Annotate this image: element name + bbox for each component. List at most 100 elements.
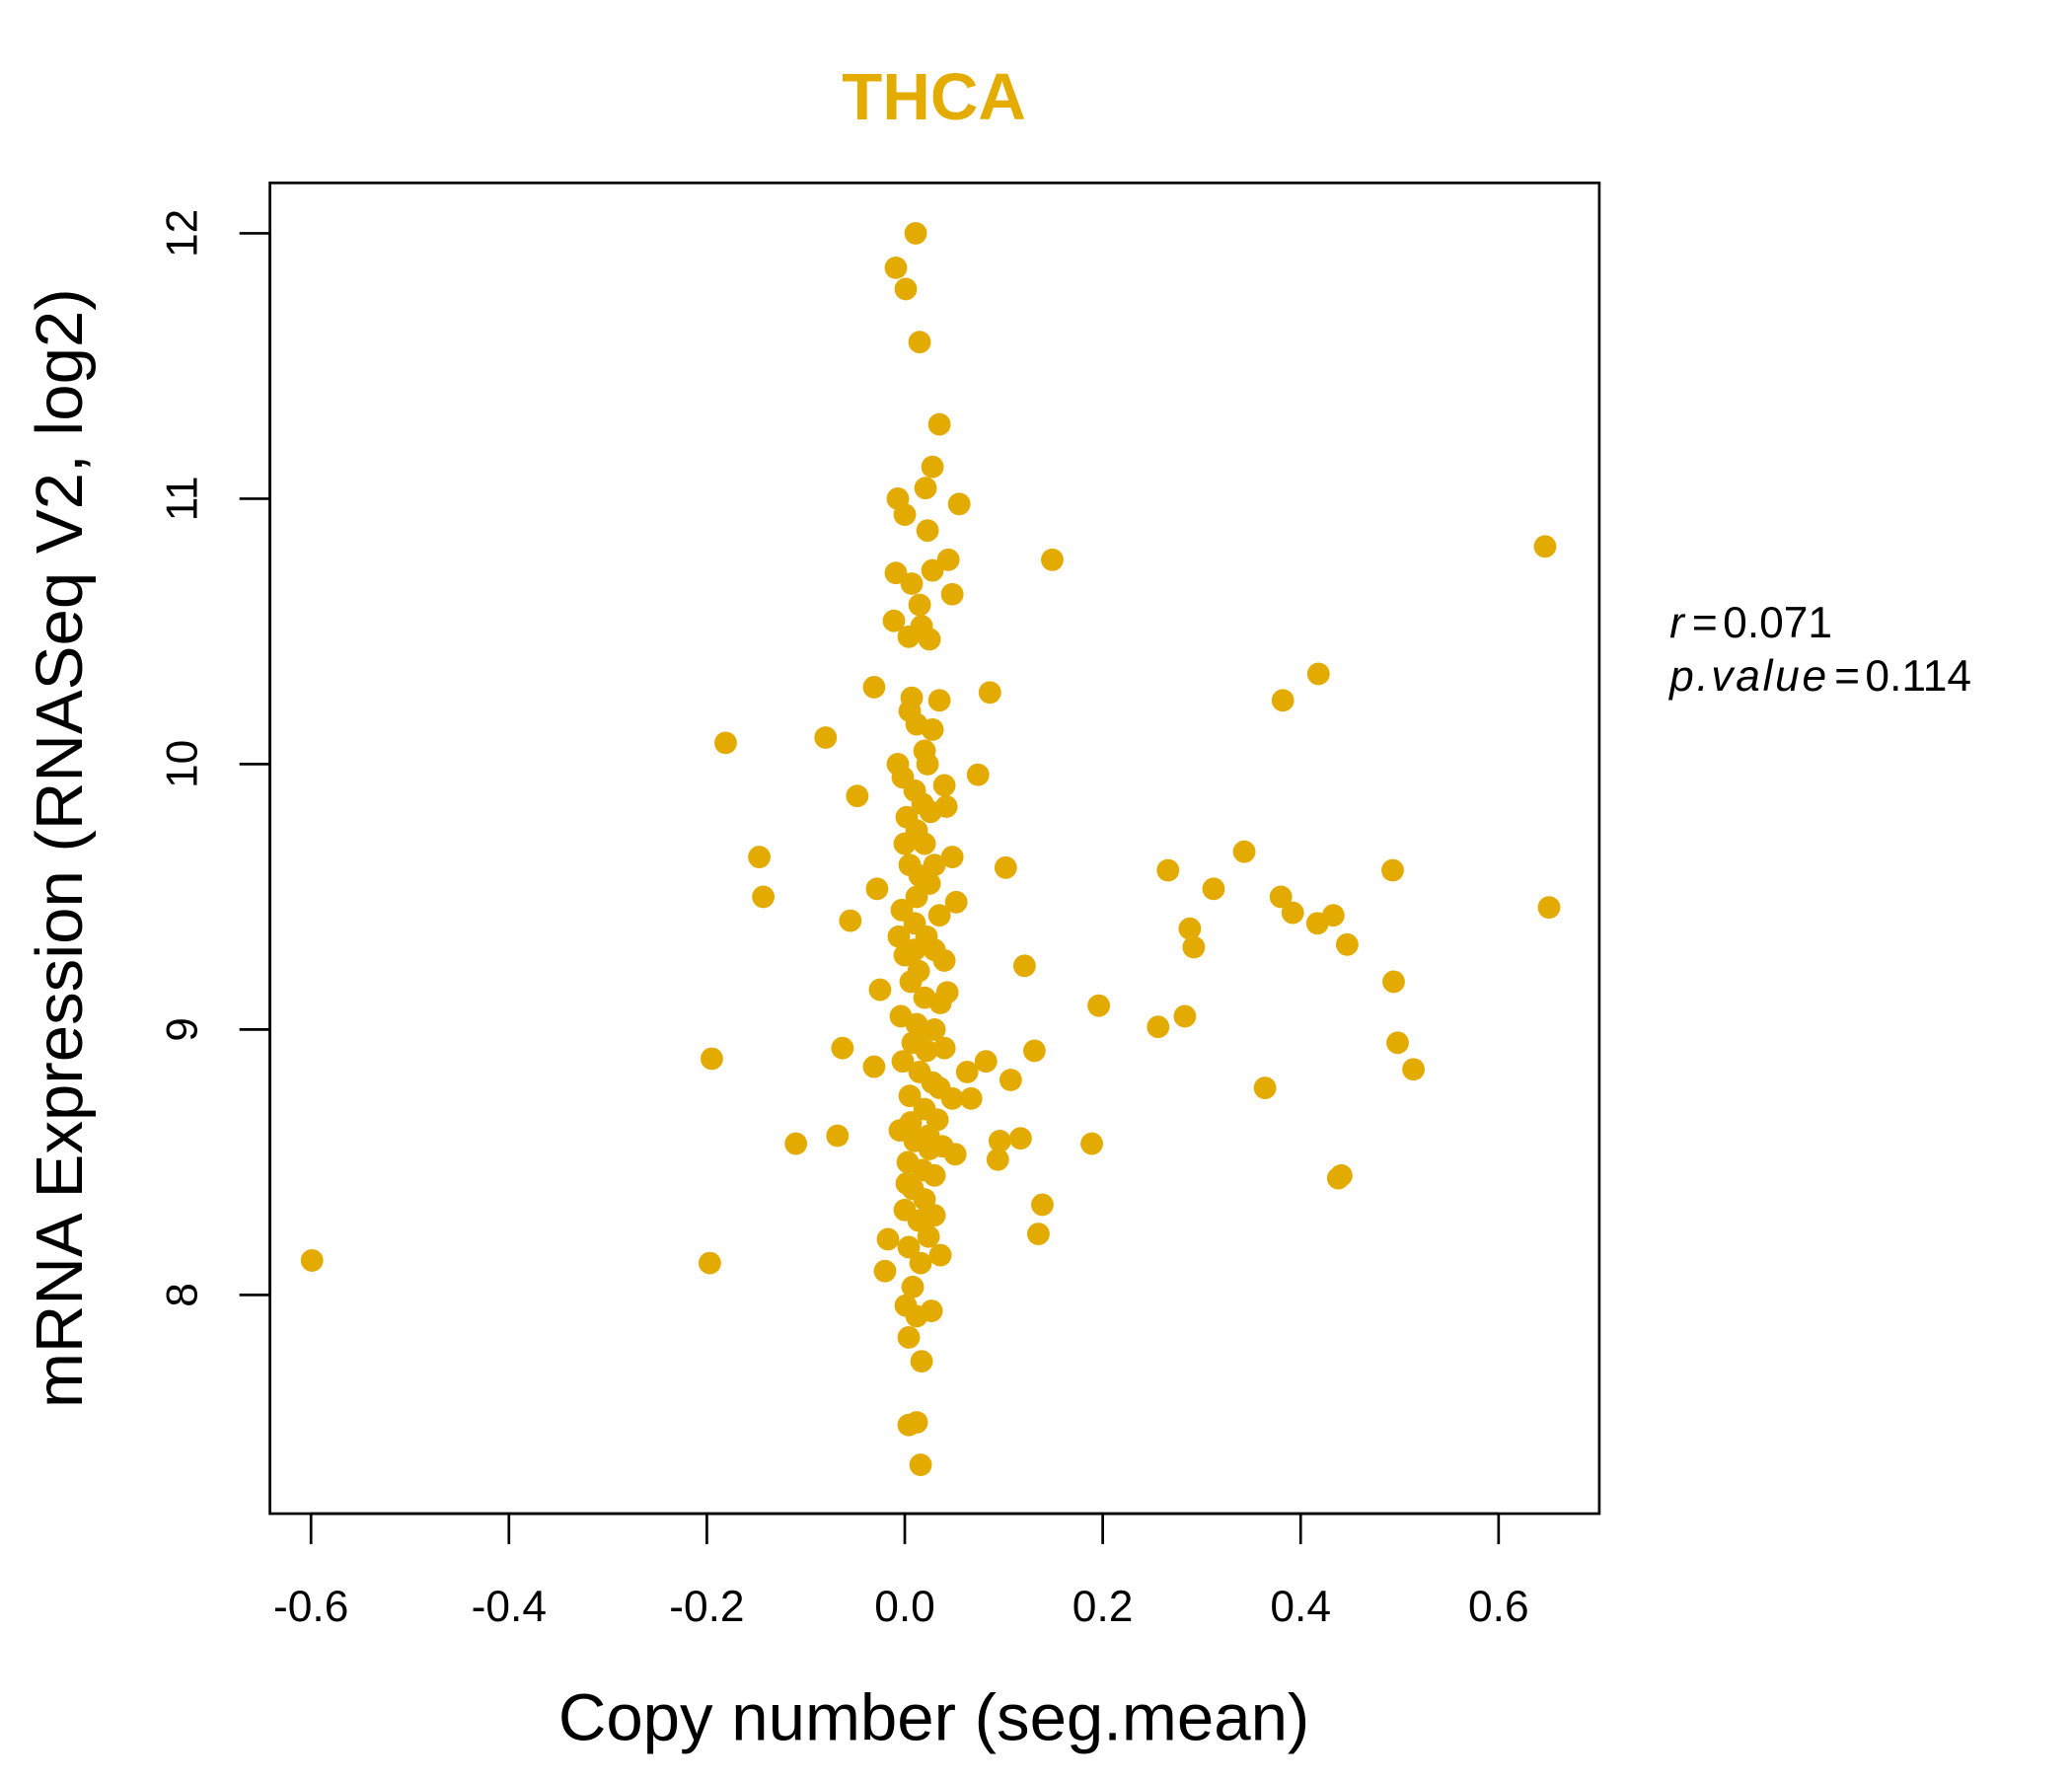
r-label: r — [1669, 599, 1686, 647]
data-point — [908, 331, 931, 354]
data-point — [1232, 840, 1256, 863]
data-point — [1178, 917, 1202, 940]
x-tick-label: 0.2 — [1073, 1583, 1134, 1631]
data-point — [831, 1036, 854, 1060]
data-point — [927, 412, 951, 436]
data-point — [927, 689, 951, 712]
data-point — [899, 1111, 923, 1134]
y-tick-label: 11 — [159, 476, 207, 521]
data-point — [826, 1124, 850, 1148]
data-point — [905, 885, 928, 909]
data-point — [927, 904, 951, 928]
data-point — [910, 1350, 933, 1373]
y-tick-label: 10 — [159, 740, 207, 788]
data-point — [814, 726, 838, 749]
data-point — [1321, 904, 1345, 928]
data-point — [1269, 885, 1293, 909]
y-tick-label: 9 — [159, 1017, 207, 1042]
p-label: p.value — [1667, 652, 1829, 701]
y-tick-label: 8 — [159, 1283, 207, 1307]
data-point — [1022, 1039, 1046, 1063]
data-point — [873, 1259, 897, 1283]
data-point — [1080, 1132, 1104, 1155]
data-point — [923, 1204, 946, 1227]
data-point — [932, 949, 956, 972]
data-point — [947, 492, 971, 516]
data-point — [1281, 901, 1304, 925]
data-point — [1027, 1223, 1050, 1245]
y-tick-label: 12 — [159, 209, 207, 258]
data-point — [936, 548, 960, 571]
data-point — [932, 774, 956, 797]
data-point — [916, 519, 939, 543]
data-point — [1253, 1076, 1277, 1099]
data-point — [784, 1132, 808, 1155]
x-axis-label: Copy number (seg.mean) — [558, 1681, 1309, 1755]
data-point — [923, 853, 946, 877]
data-point — [898, 1084, 922, 1108]
data-point — [846, 784, 869, 808]
y-axis: 8 9 10 11 12 — [159, 209, 271, 1307]
data-point — [994, 855, 1017, 879]
data-point — [895, 1171, 919, 1195]
data-point — [1173, 1004, 1197, 1028]
data-point — [986, 1148, 1009, 1171]
data-point — [966, 763, 990, 786]
data-point — [908, 593, 931, 617]
data-point — [923, 1163, 946, 1187]
r-eq: = — [1692, 599, 1718, 647]
data-point — [893, 832, 917, 855]
data-point — [919, 800, 942, 824]
data-point — [894, 277, 918, 301]
data-point — [904, 222, 927, 245]
data-point — [891, 766, 915, 789]
x-tick-label: -0.4 — [472, 1583, 547, 1631]
data-point — [928, 992, 952, 1014]
data-point — [909, 1453, 932, 1476]
data-point — [918, 628, 941, 651]
data-point — [1335, 932, 1359, 956]
data-point — [1329, 1163, 1353, 1187]
data-point — [884, 561, 908, 585]
data-point — [921, 455, 944, 479]
data-point — [921, 558, 944, 582]
data-point — [909, 1023, 932, 1047]
data-point — [901, 1275, 925, 1299]
p-eq: = — [1834, 652, 1860, 701]
data-point — [752, 885, 775, 909]
data-point — [748, 846, 771, 868]
data-point — [913, 739, 936, 763]
r-value: 0.071 — [1723, 599, 1832, 647]
data-point — [893, 503, 917, 526]
data-point — [714, 731, 737, 755]
data-point — [944, 890, 968, 914]
data-point — [1382, 970, 1405, 994]
p-annotation: p.value = 0.114 — [1667, 652, 1971, 701]
y-axis-label: mRNA Expression (RNASeq V2, log2) — [23, 288, 97, 1408]
data-point — [876, 1227, 900, 1251]
data-point — [1182, 935, 1206, 959]
data-point — [917, 1124, 940, 1148]
data-point — [839, 909, 862, 932]
data-point — [898, 700, 922, 723]
data-point — [1533, 535, 1557, 558]
data-point — [909, 1251, 932, 1275]
data-point — [932, 1036, 956, 1060]
data-point — [1008, 1127, 1032, 1150]
data-point — [1156, 858, 1180, 882]
data-point — [955, 1061, 979, 1083]
data-point — [862, 1055, 886, 1078]
data-point — [974, 1050, 998, 1074]
data-point — [905, 1411, 928, 1434]
data-point — [905, 1304, 928, 1328]
data-point — [999, 1069, 1022, 1091]
data-point — [887, 925, 911, 948]
data-point — [1012, 954, 1036, 978]
data-point — [882, 609, 906, 632]
data-point — [921, 1071, 944, 1094]
data-point — [300, 1249, 324, 1272]
data-point — [978, 681, 1001, 705]
data-point — [1087, 994, 1111, 1017]
x-tick-label: 0.0 — [874, 1583, 935, 1631]
